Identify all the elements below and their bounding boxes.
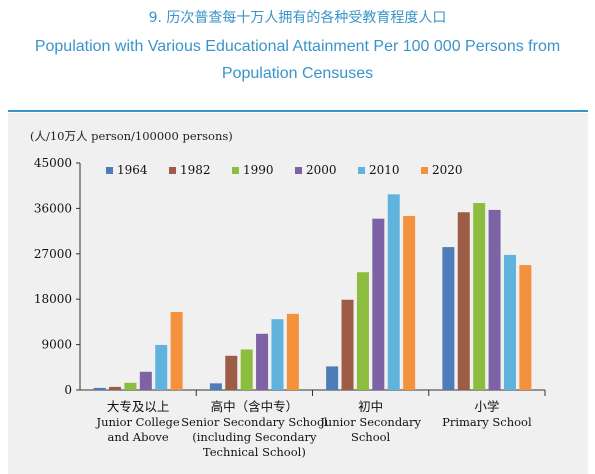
bar xyxy=(209,383,222,390)
x-category-label: (including Secondary xyxy=(192,430,317,444)
x-category-label: Senior Secondary School xyxy=(181,415,328,429)
legend-label: 2010 xyxy=(369,163,400,177)
x-category-label: Junior College xyxy=(96,415,180,429)
legend-label: 2020 xyxy=(432,163,463,177)
bar xyxy=(372,218,385,390)
bar xyxy=(341,299,354,390)
y-tick-label: 27000 xyxy=(34,247,72,261)
legend-swatch xyxy=(232,167,239,174)
bar xyxy=(356,272,369,390)
y-tick-label: 9000 xyxy=(41,338,72,352)
x-category-label: 小学 xyxy=(474,399,499,414)
bar xyxy=(93,387,106,390)
legend-swatch xyxy=(421,167,428,174)
bar xyxy=(271,319,284,390)
x-category-label: 初中 xyxy=(358,399,383,414)
y-tick-label: 0 xyxy=(64,383,72,397)
y-tick-label: 36000 xyxy=(34,201,72,215)
title-divider xyxy=(8,110,588,112)
x-category-label: and Above xyxy=(108,430,169,444)
y-unit-label: (人/10万人 person/100000 persons) xyxy=(30,129,233,143)
bar xyxy=(155,344,168,390)
y-tick-label: 18000 xyxy=(34,292,72,306)
bar xyxy=(387,194,400,390)
y-tick-label: 45000 xyxy=(34,156,72,170)
x-category-label: Primary School xyxy=(442,415,532,429)
bar xyxy=(109,386,122,390)
bar xyxy=(488,209,501,390)
legend-swatch xyxy=(106,167,113,174)
chart-title-english: Population with Various Educational Atta… xyxy=(34,38,561,82)
legend-label: 2000 xyxy=(306,163,337,177)
x-category-label: Technical School) xyxy=(203,445,306,459)
bar xyxy=(326,366,339,390)
bar xyxy=(225,355,238,390)
title-area: 9. 历次普查每十万人拥有的各种受教育程度人口 Population with … xyxy=(0,0,595,112)
legend-label: 1964 xyxy=(117,163,148,177)
x-category-label: Junior Secondary xyxy=(319,415,421,429)
x-category-label: School xyxy=(351,430,391,444)
bar xyxy=(503,254,516,390)
bar xyxy=(256,333,269,390)
bar xyxy=(170,311,183,390)
chart-title-chinese: 9. 历次普查每十万人拥有的各种受教育程度人口 xyxy=(148,10,447,26)
x-category-label: 大专及以上 xyxy=(107,399,170,414)
bar xyxy=(519,265,532,390)
legend-swatch xyxy=(295,167,302,174)
bar xyxy=(403,215,416,390)
bar xyxy=(124,382,137,390)
bar xyxy=(240,349,253,390)
bar xyxy=(442,247,455,390)
legend-label: 1990 xyxy=(243,163,274,177)
bar xyxy=(457,212,470,390)
bar xyxy=(286,313,299,390)
bar xyxy=(139,371,152,390)
legend-swatch xyxy=(169,167,176,174)
legend-label: 1982 xyxy=(180,163,211,177)
x-category-label: 高中（含中专） xyxy=(211,399,299,414)
bar xyxy=(473,203,486,390)
legend-swatch xyxy=(358,167,365,174)
